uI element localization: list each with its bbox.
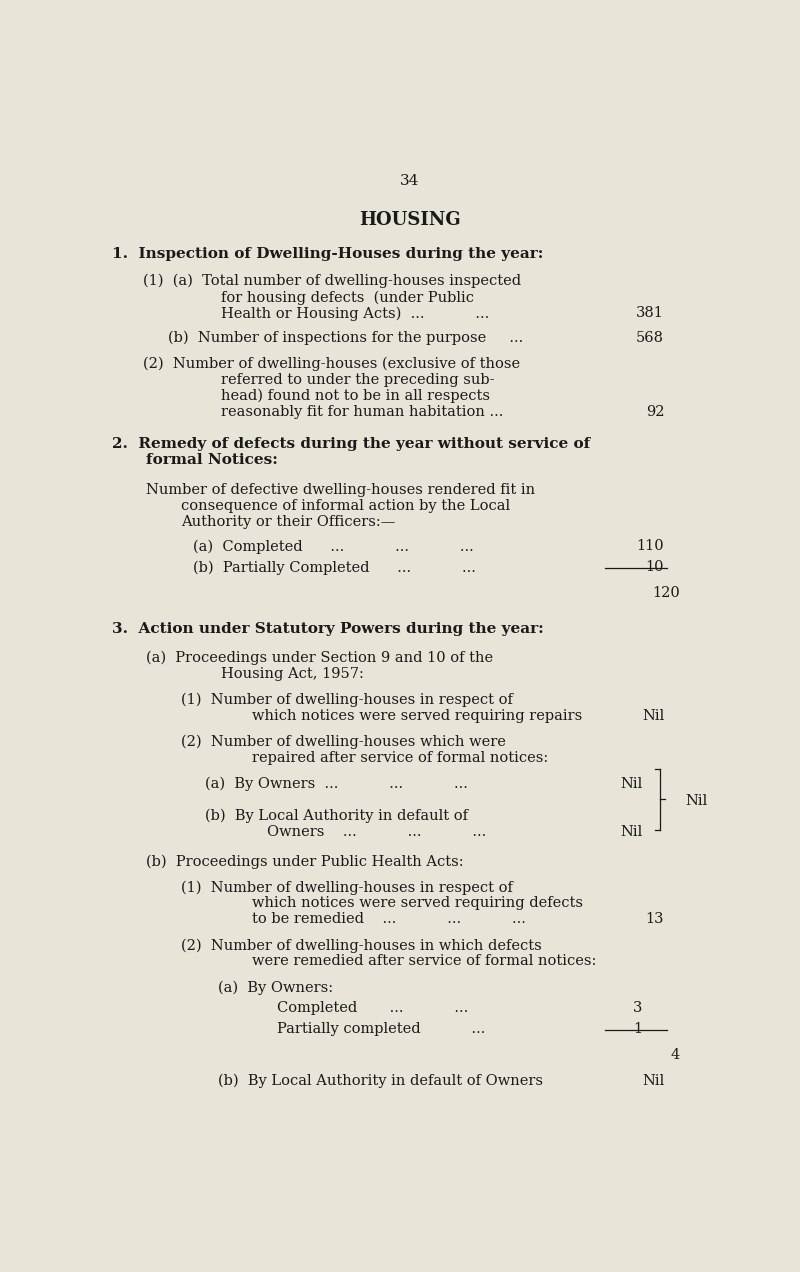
Text: Nil: Nil	[642, 709, 664, 722]
Text: (2)  Number of dwelling-houses in which defects: (2) Number of dwelling-houses in which d…	[181, 939, 542, 953]
Text: 3.  Action under Statutory Powers during the year:: 3. Action under Statutory Powers during …	[112, 622, 544, 636]
Text: 381: 381	[636, 307, 664, 321]
Text: (b)  By Local Authority in default of Owners: (b) By Local Authority in default of Own…	[218, 1074, 542, 1089]
Text: 10: 10	[646, 560, 664, 574]
Text: for housing defects  (under Public: for housing defects (under Public	[221, 290, 474, 304]
Text: Owners    ...           ...           ...: Owners ... ... ...	[267, 826, 486, 840]
Text: 92: 92	[646, 404, 664, 418]
Text: Nil: Nil	[620, 826, 642, 840]
Text: Health or Housing Acts)  ...           ...: Health or Housing Acts) ... ...	[221, 307, 489, 321]
Text: Nil: Nil	[620, 777, 642, 791]
Text: which notices were served requiring defects: which notices were served requiring defe…	[252, 897, 583, 911]
Text: (1)  Number of dwelling-houses in respect of: (1) Number of dwelling-houses in respect…	[181, 693, 513, 707]
Text: 1.  Inspection of Dwelling-Houses during the year:: 1. Inspection of Dwelling-Houses during …	[112, 247, 544, 261]
Text: (1)  Number of dwelling-houses in respect of: (1) Number of dwelling-houses in respect…	[181, 880, 513, 894]
Text: 3: 3	[633, 1001, 642, 1015]
Text: 2.  Remedy of defects during the year without service of: 2. Remedy of defects during the year wit…	[112, 438, 590, 452]
Text: referred to under the preceding sub-: referred to under the preceding sub-	[221, 373, 494, 387]
Text: (1)  (a)  Total number of dwelling-houses inspected: (1) (a) Total number of dwelling-houses …	[143, 273, 522, 289]
Text: 120: 120	[652, 586, 680, 600]
Text: repaired after service of formal notices:: repaired after service of formal notices…	[252, 750, 548, 764]
Text: Partially completed           ...: Partially completed ...	[277, 1023, 485, 1037]
Text: (a)  Proceedings under Section 9 and 10 of the: (a) Proceedings under Section 9 and 10 o…	[146, 651, 494, 665]
Text: 13: 13	[646, 912, 664, 926]
Text: Authority or their Officers:—: Authority or their Officers:—	[181, 515, 395, 529]
Text: 34: 34	[400, 174, 420, 188]
Text: were remedied after service of formal notices:: were remedied after service of formal no…	[252, 954, 596, 968]
Text: 110: 110	[637, 539, 664, 553]
Text: consequence of informal action by the Local: consequence of informal action by the Lo…	[181, 499, 510, 513]
Text: Nil: Nil	[642, 1074, 664, 1088]
Text: (b)  Number of inspections for the purpose     ...: (b) Number of inspections for the purpos…	[168, 331, 523, 345]
Text: Number of defective dwelling-houses rendered fit in: Number of defective dwelling-houses rend…	[146, 482, 536, 496]
Text: head) found not to be in all respects: head) found not to be in all respects	[221, 389, 490, 403]
Text: which notices were served requiring repairs: which notices were served requiring repa…	[252, 709, 582, 722]
Text: Housing Act, 1957:: Housing Act, 1957:	[221, 667, 364, 681]
Text: HOUSING: HOUSING	[359, 211, 461, 229]
Text: (a)  Completed      ...           ...           ...: (a) Completed ... ... ...	[193, 539, 474, 553]
Text: 568: 568	[636, 331, 664, 345]
Text: 1: 1	[634, 1023, 642, 1037]
Text: formal Notices:: formal Notices:	[146, 454, 278, 468]
Text: (b)  Partially Completed      ...           ...: (b) Partially Completed ... ...	[193, 560, 476, 575]
Text: (a)  By Owners  ...           ...           ...: (a) By Owners ... ... ...	[206, 777, 468, 791]
Text: (b)  Proceedings under Public Health Acts:: (b) Proceedings under Public Health Acts…	[146, 855, 464, 869]
Text: reasonably fit for human habitation ...: reasonably fit for human habitation ...	[221, 404, 503, 418]
Text: (2)  Number of dwelling-houses (exclusive of those: (2) Number of dwelling-houses (exclusive…	[143, 356, 521, 371]
Text: (2)  Number of dwelling-houses which were: (2) Number of dwelling-houses which were	[181, 735, 506, 749]
Text: Completed       ...           ...: Completed ... ...	[277, 1001, 468, 1015]
Text: to be remedied    ...           ...           ...: to be remedied ... ... ...	[252, 912, 526, 926]
Text: (b)  By Local Authority in default of: (b) By Local Authority in default of	[206, 809, 469, 823]
Text: (a)  By Owners:: (a) By Owners:	[218, 981, 333, 995]
Text: 4: 4	[670, 1048, 680, 1062]
Text: Nil: Nil	[686, 795, 708, 809]
